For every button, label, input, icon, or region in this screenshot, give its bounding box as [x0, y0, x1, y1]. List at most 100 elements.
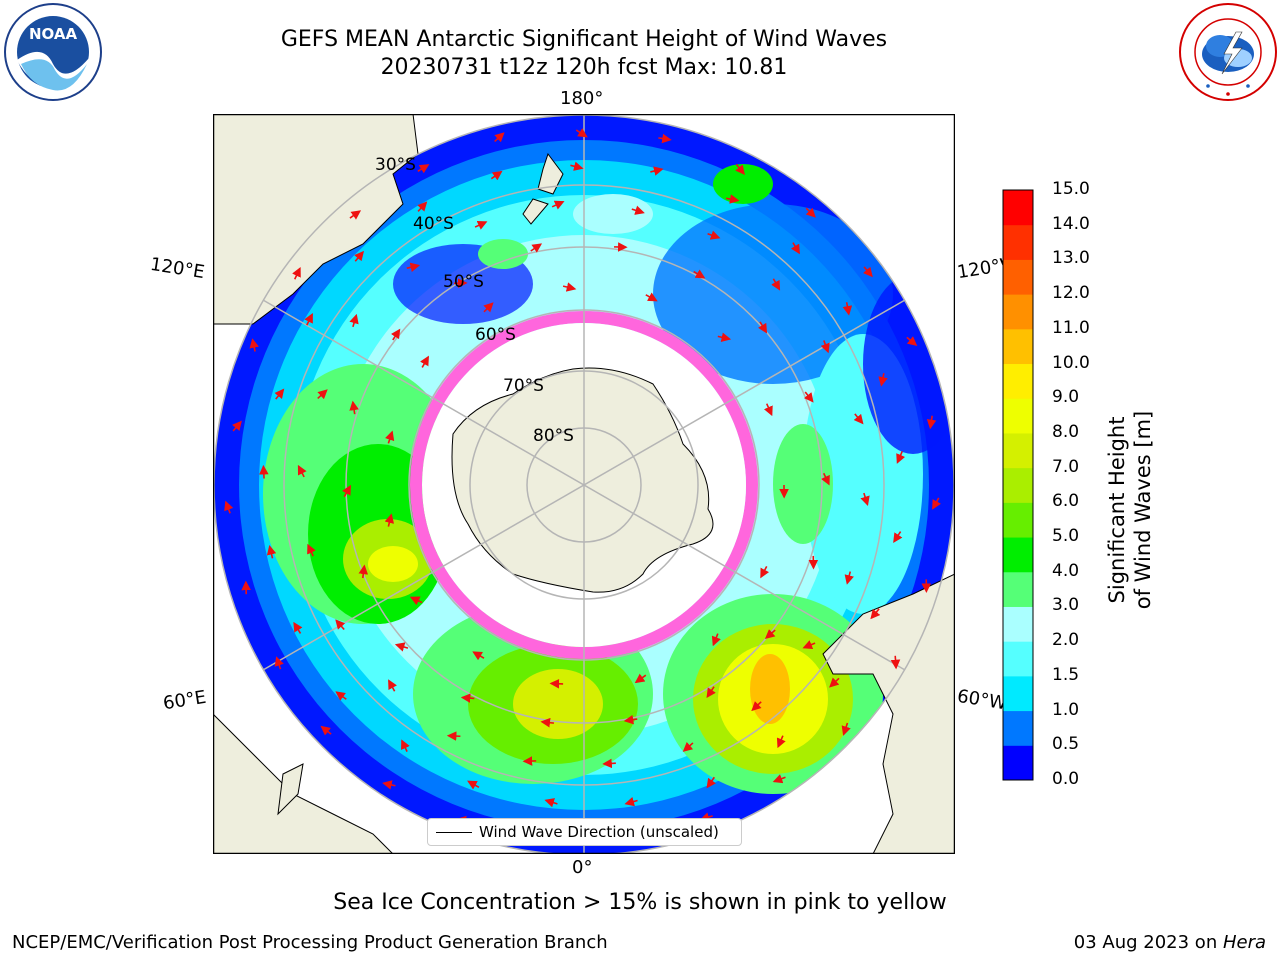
colorbar-segment: [1003, 190, 1033, 226]
colorbar-tick-label: 15.0: [1052, 179, 1090, 199]
colorbar-tick-label: 0.5: [1052, 734, 1080, 755]
wind-wave-arrow: [420, 355, 429, 368]
wind-wave-arrow: [349, 313, 359, 328]
wind-wave-arrow: [304, 313, 313, 326]
wind-wave-arrow: [335, 691, 347, 701]
wind-wave-arrow: [266, 545, 277, 559]
wind-wave-arrow: [307, 543, 316, 557]
colorbar-label: Significant Height of Wind Waves [m]: [1105, 410, 1155, 610]
colorbar: [1002, 189, 1034, 781]
australia-landmass: [213, 114, 419, 325]
wind-wave-arrow: [735, 163, 745, 175]
noaa-logo-text: NOAA: [29, 25, 78, 43]
wind-wave-arrow: [385, 430, 395, 444]
wind-wave-arrow: [693, 269, 706, 279]
wind-wave-arrow: [472, 651, 485, 661]
wind-wave-arrow: [249, 338, 259, 352]
wind-wave-arrow: [682, 741, 694, 752]
wind-wave-arrow: [776, 735, 786, 749]
wind-wave-arrow: [725, 194, 740, 204]
wind-wave-arrow: [224, 500, 234, 514]
wind-wave-arrow: [274, 656, 284, 670]
wind-wave-arrow: [388, 679, 397, 692]
colorbar-tick-label: 11.0: [1052, 317, 1090, 338]
colorbar-segment: [1003, 571, 1033, 607]
legend-text: Wind Wave Direction (unscaled): [479, 823, 719, 841]
wind-wave-arrow: [406, 262, 421, 272]
colorbar-segment: [1003, 363, 1033, 399]
lon-label-180: 180°: [560, 88, 604, 109]
wind-wave-arrow: [821, 472, 830, 486]
wind-wave-arrow: [483, 302, 494, 313]
wind-wave-arrow: [645, 292, 658, 302]
wind-wave-arrow: [932, 497, 941, 510]
wind-wave-arrow: [853, 413, 864, 425]
wind-wave-arrow: [805, 207, 816, 218]
new-zealand-landmass: [522, 152, 564, 225]
colorbar-segment: [1003, 259, 1033, 295]
wind-wave-arrow: [860, 492, 870, 507]
nws-logo: [1178, 2, 1278, 102]
madagascar-landmass: [277, 763, 304, 816]
colorbar-segment: [1003, 398, 1033, 434]
wind-wave-arrow: [540, 717, 555, 728]
wind-wave-arrow: [844, 571, 854, 585]
wind-wave-arrow: [417, 164, 430, 174]
wind-wave-arrow: [490, 170, 503, 181]
wind-wave-arrow: [409, 596, 423, 606]
wind-wave-arrow: [570, 161, 584, 171]
wind-wave-arrow: [771, 278, 781, 291]
wave-height-map: 30°S 40°S 50°S 60°S 70°S 80°S: [213, 114, 955, 854]
wind-wave-arrow: [890, 655, 901, 670]
wind-wave-arrow: [530, 243, 543, 253]
wind-wave-arrow: [707, 230, 721, 240]
wind-wave-arrow: [896, 451, 906, 464]
wind-wave-arrow: [544, 798, 558, 808]
colorbar-segment: [1003, 537, 1033, 573]
wind-wave-arrow: [802, 640, 816, 650]
colorbar-segment: [1003, 675, 1033, 712]
wind-wave-arrow: [820, 340, 830, 354]
wind-wave-arrow: [878, 373, 888, 387]
wind-wave-arrow: [293, 621, 303, 634]
footer-date-text: 03 Aug 2023 on: [1073, 932, 1223, 953]
colorbar-tick-label: 13.0: [1052, 248, 1090, 269]
lat-label-70s: 70°S: [503, 376, 544, 396]
wind-wave-arrow: [494, 132, 505, 143]
wind-wave-arrow: [349, 400, 359, 415]
colorbar-segment: [1003, 745, 1033, 781]
wind-wave-arrow: [893, 531, 903, 543]
colorbar-tick-label: 14.0: [1052, 213, 1090, 234]
lat-label-40s: 40°S: [413, 214, 454, 234]
map-legend: Wind Wave Direction (unscaled): [427, 818, 742, 846]
colorbar-tick-label: 5.0: [1052, 526, 1080, 547]
colorbar-tick-label: 7.0: [1052, 456, 1080, 477]
legend-line-sample: [436, 832, 472, 833]
colorbar-border: [1002, 189, 1034, 781]
colorbar-tick-label: 1.5: [1052, 664, 1080, 685]
wind-wave-arrow: [602, 758, 616, 769]
wind-wave-arrow: [382, 780, 396, 790]
wind-wave-arrow: [803, 391, 814, 403]
wind-wave-arrow: [317, 389, 328, 400]
colorbar-segment: [1003, 710, 1033, 746]
lon-label-0: 0°: [572, 857, 593, 878]
wind-wave-arrow: [650, 166, 664, 176]
wind-wave-arrow: [926, 415, 937, 430]
lat-label-30s: 30°S: [375, 155, 416, 175]
wind-wave-arrow: [624, 796, 638, 807]
wind-wave-arrow: [232, 420, 242, 432]
chart-subtitle: 20230731 t12z 120h fcst Max: 10.81: [380, 55, 788, 80]
lat-label-50s: 50°S: [443, 272, 484, 292]
colorbar-segment: [1003, 502, 1033, 538]
wind-wave-arrow: [841, 722, 851, 736]
colorbar-tick-label: 6.0: [1052, 491, 1080, 512]
colorbar-segment: [1003, 606, 1033, 642]
wind-wave-arrow: [772, 774, 786, 784]
wind-wave-arrow: [842, 302, 853, 316]
colorbar-tick-label: 0.0: [1052, 769, 1080, 789]
wind-wave-arrow: [394, 642, 409, 652]
wind-wave-arrow: [764, 629, 776, 639]
noaa-logo: NOAA: [3, 2, 103, 102]
colorbar-tick-label: 1.0: [1052, 699, 1080, 720]
